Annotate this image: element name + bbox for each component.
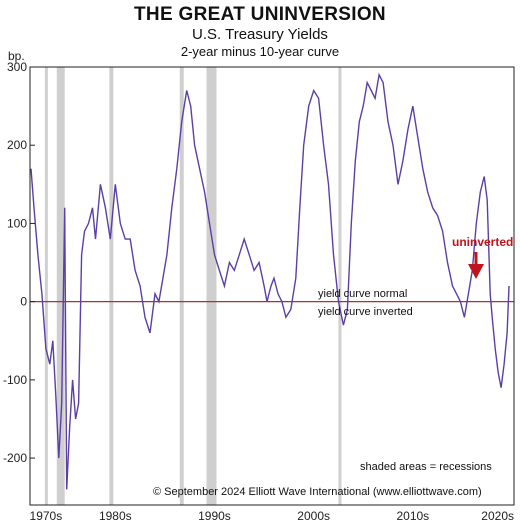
recession-band-3 xyxy=(109,67,114,505)
chart-subtitle: U.S. Treasury Yields xyxy=(192,26,328,43)
y-tick-label: -100 xyxy=(3,373,27,387)
recession-band-5 xyxy=(206,67,217,505)
y-axis: 300 200 100 0 -100 -200 xyxy=(3,60,35,465)
x-tick-label: 1970s xyxy=(30,509,63,522)
recession-bands xyxy=(44,67,342,505)
annotation-uninverted: uninverted xyxy=(452,235,513,249)
x-tick-label: 1990s xyxy=(198,509,231,522)
annotation-normal: yield curve normal xyxy=(318,288,407,300)
plot-frame xyxy=(29,66,515,506)
chart-subtitle-2: 2-year minus 10-year curve xyxy=(180,44,340,59)
x-tick-label: 1980s xyxy=(99,509,132,522)
y-axis-label: bp. xyxy=(8,49,25,63)
recession-band-2 xyxy=(56,67,65,505)
yield-spread-series xyxy=(30,72,510,490)
chart-title: THE GREAT UNINVERSION xyxy=(134,4,386,25)
y-tick-label: 100 xyxy=(7,216,27,230)
red-arrow-icon xyxy=(468,252,484,279)
y-tick-label: 300 xyxy=(7,60,27,74)
recession-band-6 xyxy=(338,67,342,505)
annotation-inverted: yield curve inverted xyxy=(318,306,413,318)
x-tick-label: 2010s xyxy=(396,509,429,522)
recession-band-1 xyxy=(44,67,48,505)
x-tick-label: 2000s xyxy=(297,509,330,522)
recession-band-4 xyxy=(179,67,184,505)
x-tick-label: 2020s xyxy=(481,509,514,522)
y-tick-label: 200 xyxy=(7,138,27,152)
y-tick-label: -200 xyxy=(3,451,27,465)
copyright-note: © September 2024 Elliott Wave Internatio… xyxy=(153,486,482,498)
annotation-shaded-areas: shaded areas = recessions xyxy=(360,461,492,473)
y-tick-label: 0 xyxy=(20,295,27,309)
x-axis: 1970s 1980s 1990s 2000s 2010s 2020s xyxy=(30,509,514,522)
